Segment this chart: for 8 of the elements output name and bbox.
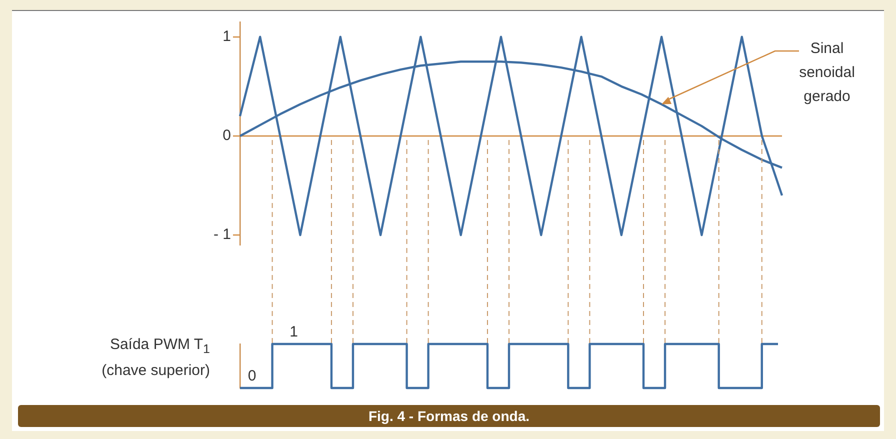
text: 1 xyxy=(290,324,298,341)
annotation: 0 xyxy=(248,368,256,385)
text: Sinal senoidal gerado xyxy=(799,40,855,106)
caption: Fig. 4 - Formas de onda. xyxy=(18,405,880,427)
y-tick-label: 0 xyxy=(222,127,231,144)
y-tick-label: - 1 xyxy=(213,226,231,244)
y-tick-label: 1 xyxy=(222,28,231,46)
y-axis-title: Saída PWM T$_{1}$ (chave superior) xyxy=(100,335,210,381)
